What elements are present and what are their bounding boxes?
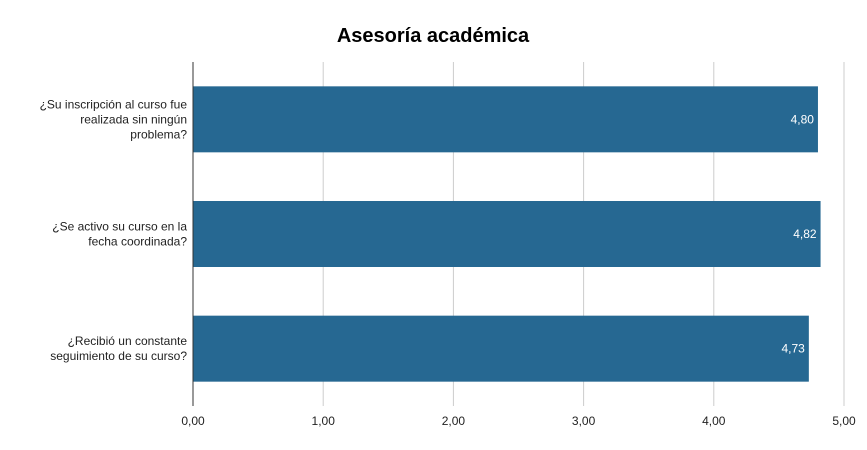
bar bbox=[193, 201, 821, 267]
category-label-line: problema? bbox=[130, 127, 187, 141]
x-tick-label: 1,00 bbox=[312, 414, 336, 428]
x-tick-label: 3,00 bbox=[572, 414, 596, 428]
category-label-line: fecha coordinada? bbox=[88, 235, 187, 249]
category-label: ¿Su inscripción al curso fue realizada si… bbox=[40, 97, 188, 141]
x-tick-label: 0,00 bbox=[181, 414, 205, 428]
x-tick-label: 5,00 bbox=[832, 414, 856, 428]
x-tick-label: 4,00 bbox=[702, 414, 726, 428]
bars: 4,80 4,82 4,73 bbox=[193, 86, 821, 382]
category-label: ¿Se activo su curso en la fecha coordinad… bbox=[52, 220, 187, 249]
category-label-line: ¿Recibió un constante bbox=[68, 334, 188, 348]
category-label-line: seguimiento de su curso? bbox=[50, 349, 187, 363]
category-label-line: ¿Su inscripción al curso fue bbox=[40, 97, 188, 111]
x-tick-labels: 0,00 1,00 2,00 3,00 4,00 5,00 bbox=[181, 414, 856, 428]
bar-value-label: 4,82 bbox=[793, 227, 817, 241]
bar bbox=[193, 86, 818, 153]
bar-value-label: 4,80 bbox=[791, 112, 815, 126]
category-label: ¿Recibió un constante seguimiento de su c… bbox=[50, 334, 187, 363]
bar bbox=[193, 315, 809, 382]
x-tick-label: 2,00 bbox=[442, 414, 466, 428]
category-labels: ¿Su inscripción al curso fue realizada si… bbox=[40, 97, 188, 363]
chart-title: Asesoría académica bbox=[337, 25, 530, 47]
category-label-line: ¿Se activo su curso en la bbox=[52, 220, 187, 234]
bar-value-label: 4,73 bbox=[781, 342, 805, 356]
category-label-line: realizada sin ningún bbox=[80, 112, 187, 126]
